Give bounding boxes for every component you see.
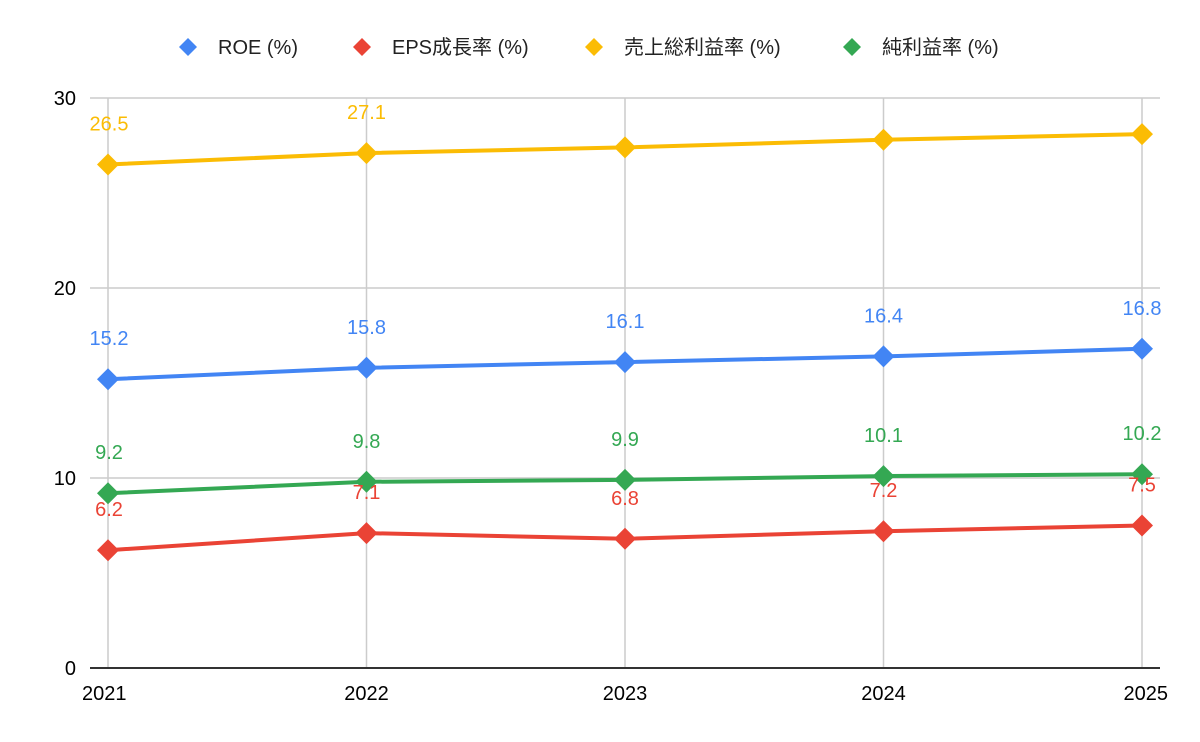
data-point-marker [97, 482, 119, 505]
legend-marker-icon [353, 38, 371, 56]
data-label: 27.1 [347, 102, 386, 124]
data-label: 7.5 [1128, 475, 1156, 497]
data-label: 26.5 [90, 114, 129, 136]
data-label: 15.8 [347, 317, 386, 339]
data-label: 9.9 [611, 429, 639, 451]
legend-item[interactable]: 純利益率 (%) [843, 36, 999, 59]
data-label: 16.4 [864, 305, 903, 327]
data-point-marker [614, 136, 636, 159]
legend: ROE (%) EPS成長率 (%) 売上総利益率 (%) 純利益率 (%) [179, 36, 999, 59]
legend-marker-icon [585, 38, 603, 56]
data-label: 7.1 [353, 482, 381, 504]
data-label: 10.2 [1123, 423, 1162, 445]
data-point-marker [614, 468, 636, 491]
legend-item[interactable]: 売上総利益率 (%) [585, 36, 781, 59]
data-point-marker [97, 153, 119, 176]
data-label: 15.2 [90, 328, 129, 350]
data-point-marker [1131, 337, 1153, 360]
legend-label: 売上総利益率 (%) [624, 36, 781, 59]
legend-item[interactable]: ROE (%) [179, 37, 298, 59]
gridlines [90, 97, 1160, 668]
data-point-marker [355, 470, 378, 493]
y-tick-label: 20 [54, 278, 76, 300]
x-tick-label: 2021 [82, 683, 127, 705]
data-point-marker [355, 356, 378, 379]
x-tick-label: 2024 [861, 683, 906, 705]
data-point-marker [97, 368, 119, 391]
data-point-marker [1131, 514, 1153, 537]
series-line-group [97, 463, 1153, 505]
y-tick-label: 10 [54, 468, 76, 490]
x-tick-label: 2022 [344, 683, 389, 705]
data-point-marker [97, 539, 119, 562]
axes: 0 10 20 30 2021 2022 2023 2024 2025 [54, 88, 1168, 705]
legend-marker-icon [179, 38, 197, 56]
y-tick-label: 0 [65, 658, 76, 680]
data-point-marker [355, 142, 378, 165]
legend-marker-icon [843, 38, 861, 56]
data-point-marker [1131, 463, 1153, 486]
data-label: 16.8 [1123, 298, 1162, 320]
series-line-group [97, 123, 1153, 176]
data-point-marker [355, 522, 378, 545]
data-point-marker [1131, 123, 1153, 146]
data-label: 7.2 [870, 480, 898, 502]
data-point-marker [872, 520, 895, 543]
data-point-marker [872, 345, 895, 368]
legend-label: 純利益率 (%) [882, 36, 999, 59]
series-group [97, 123, 1153, 562]
data-label: 9.8 [353, 431, 381, 453]
series-line-group [97, 514, 1153, 562]
data-label: 6.8 [611, 488, 639, 510]
data-point-marker [872, 465, 895, 488]
data-label: 6.2 [95, 499, 123, 521]
legend-item[interactable]: EPS成長率 (%) [353, 36, 529, 59]
data-point-marker [614, 351, 636, 374]
series-line-group [97, 337, 1153, 391]
x-tick-label: 2025 [1124, 683, 1169, 705]
data-labels: 15.2 15.8 16.1 16.4 16.8 6.2 7.1 6.8 7.2 7.5 26.5 2… [90, 102, 1162, 521]
data-point-marker [614, 527, 636, 550]
legend-label: ROE (%) [218, 37, 298, 59]
data-point-marker [872, 128, 895, 151]
data-label: 9.2 [95, 442, 123, 464]
y-tick-label: 30 [54, 88, 76, 110]
data-label: 10.1 [864, 425, 903, 447]
x-tick-label: 2023 [603, 683, 648, 705]
data-label: 16.1 [606, 311, 645, 333]
legend-label: EPS成長率 (%) [392, 36, 529, 59]
